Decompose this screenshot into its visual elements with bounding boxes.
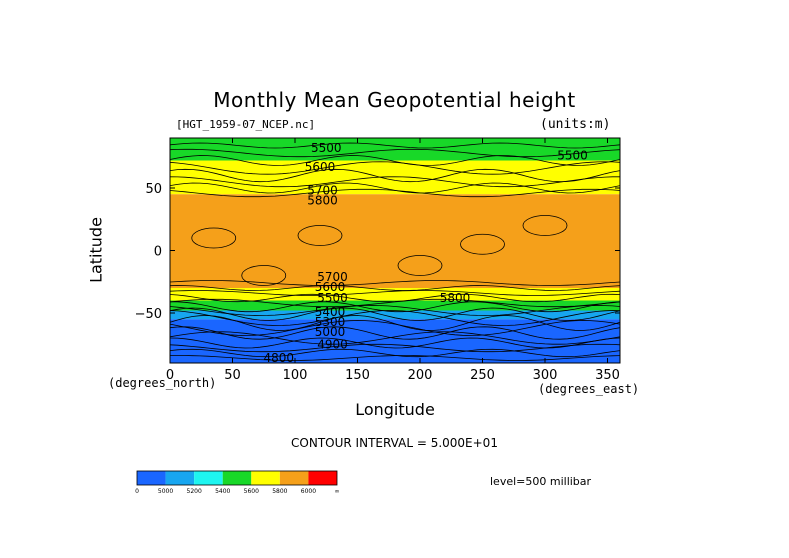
x-axis-units: (degrees_east) xyxy=(538,382,640,396)
x-tick-label-2: 100 xyxy=(283,368,308,383)
level-label: level=500 millibar xyxy=(490,475,592,488)
contour-line-10 xyxy=(169,290,621,296)
colorbar-swatch-6 xyxy=(308,471,337,485)
y-axis-units: (degrees_north) xyxy=(108,376,217,390)
contour-label-1: 5600 xyxy=(305,160,336,174)
dataset-filename: [HGT_1959-07_NCEP.nc] xyxy=(176,118,316,131)
contour-line-2 xyxy=(169,155,621,166)
x-axis-label: Longitude xyxy=(355,400,435,419)
colorbar-swatch-4 xyxy=(251,471,280,485)
x-tick-label-0: 0 xyxy=(166,368,174,383)
band-3 xyxy=(170,288,620,301)
contour-line-16 xyxy=(169,310,621,326)
contour-line-1 xyxy=(169,148,621,158)
contour-label-4: 5800 xyxy=(307,194,338,208)
contour-line-0 xyxy=(169,142,621,149)
contour-line-14 xyxy=(169,305,621,316)
contour-label-8: 5500 xyxy=(317,291,348,305)
y-tick-label-1: 0 xyxy=(154,245,162,260)
contour-label-5: 5800 xyxy=(440,291,471,305)
contour-loop-4 xyxy=(241,265,287,286)
band-5 xyxy=(170,310,620,320)
band-1 xyxy=(170,160,620,195)
contour-line-12 xyxy=(169,298,621,308)
contour-label-13: 4800 xyxy=(263,351,294,365)
contour-loop-0 xyxy=(191,227,237,249)
contour-line-9 xyxy=(169,285,621,291)
contour-label-10: 5300 xyxy=(315,315,346,329)
contour-line-22 xyxy=(169,343,621,353)
colorbar-swatch-3 xyxy=(222,471,252,485)
contour-line-5 xyxy=(169,176,620,188)
colorbar-label-0: 0 xyxy=(135,488,139,495)
contour-line-3 xyxy=(169,161,621,175)
units-label: (units:m) xyxy=(540,117,611,132)
colorbar-label-4: 5600 xyxy=(244,488,259,495)
band-0 xyxy=(170,138,620,161)
contour-loop-5 xyxy=(397,255,443,276)
colorbar-swatch-0 xyxy=(137,471,166,485)
x-tick-label-6: 300 xyxy=(533,368,558,383)
contour-label-2: 5500 xyxy=(557,149,588,163)
x-tick-label-5: 250 xyxy=(470,368,495,383)
contour-line-8 xyxy=(169,280,621,286)
x-tick-label-4: 200 xyxy=(408,368,433,383)
contour-label-3: 5700 xyxy=(307,184,338,198)
contour-label-7: 5600 xyxy=(315,280,346,294)
contour-line-4 xyxy=(169,168,621,183)
chart-title: Monthly Mean Geopotential height xyxy=(213,88,576,112)
colorbar-label-6: 6000 xyxy=(301,488,316,495)
colorbar-swatch-1 xyxy=(165,471,195,485)
x-tick-label-7: 350 xyxy=(595,368,620,383)
y-axis-label: Latitude xyxy=(86,217,106,283)
contour-line-15 xyxy=(169,307,621,321)
contour-lines xyxy=(169,142,621,361)
contour-line-18 xyxy=(169,320,621,336)
contour-line-13 xyxy=(170,301,621,313)
colorbar-label-3: 5400 xyxy=(215,488,230,495)
contour-loop-3 xyxy=(522,215,568,236)
contour-line-7 xyxy=(169,188,621,198)
colorbar-frame xyxy=(136,470,338,486)
colorbar-swatch-2 xyxy=(194,471,223,485)
colorbar-label-7: ∞ xyxy=(335,488,340,495)
contour-loop-1 xyxy=(297,225,343,246)
band-2 xyxy=(170,194,620,288)
contour-interval-label: CONTOUR INTERVAL = 5.000E+01 xyxy=(291,436,498,450)
contour-label-9: 5400 xyxy=(315,305,346,319)
contour-loop-2 xyxy=(460,233,505,255)
y-tick-label-2: 50 xyxy=(145,182,162,197)
contour-label-0: 5500 xyxy=(311,141,342,155)
contour-label-11: 5000 xyxy=(315,325,346,339)
band-4 xyxy=(170,300,620,311)
y-tick-label-0: −50 xyxy=(135,307,162,322)
colorbar-swatch-5 xyxy=(279,471,309,485)
x-tick-label-3: 150 xyxy=(345,368,370,383)
contour-label-6: 5700 xyxy=(317,270,348,284)
colorbar-label-5: 5800 xyxy=(272,488,287,495)
contour-label-12: 4900 xyxy=(317,337,348,351)
colorbar-label-2: 5200 xyxy=(187,488,202,495)
contour-line-19 xyxy=(169,326,621,340)
colorbar-label-1: 5000 xyxy=(158,488,173,495)
x-tick-label-1: 50 xyxy=(224,368,241,383)
contour-line-20 xyxy=(169,331,621,345)
